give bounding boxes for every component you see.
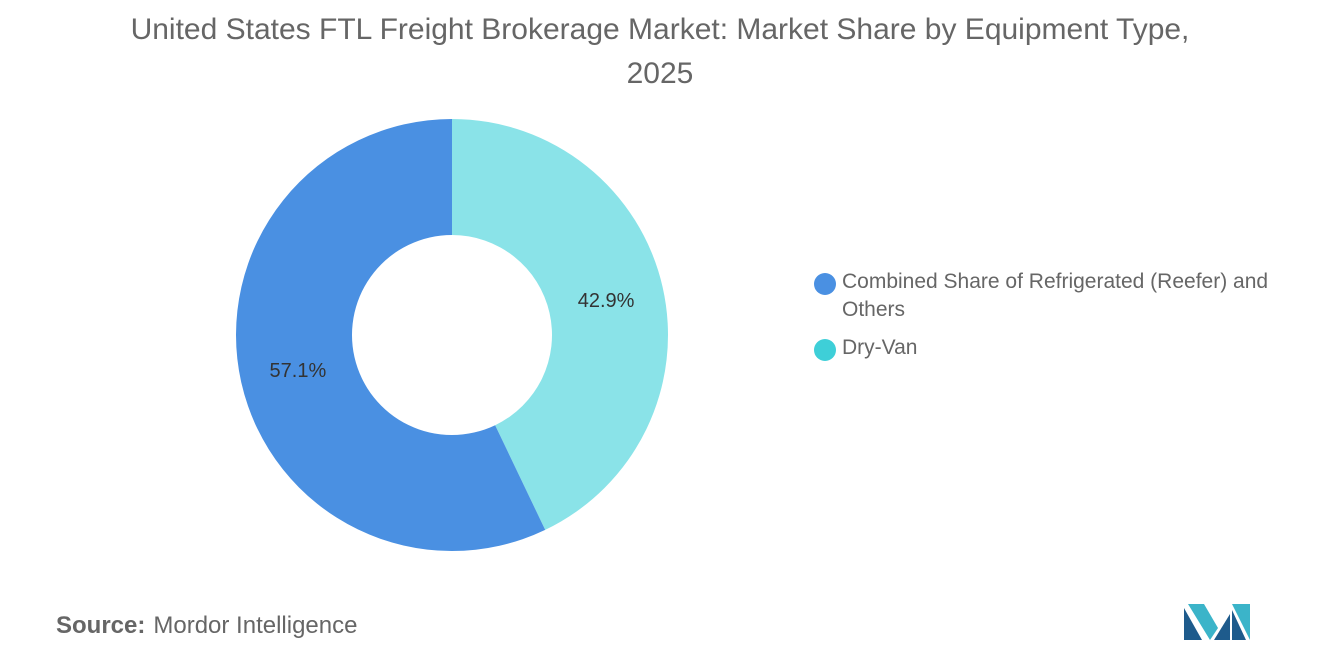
source-label: Source:: [56, 612, 146, 639]
legend-swatch-dry-van: [814, 339, 836, 361]
donut-slice-dry-van: [452, 119, 668, 530]
legend-item-combined: Combined Share of Refrigerated (Reefer) …: [814, 268, 1284, 324]
slice-labels: 42.9% 57.1%: [270, 290, 635, 382]
slice-label-0: 42.9%: [578, 290, 635, 312]
legend-item-dry-van: Dry-Van: [814, 334, 1284, 362]
legend-swatch-combined: [814, 273, 836, 295]
source-value: Mordor Intelligence: [153, 612, 358, 639]
chart-legend: Combined Share of Refrigerated (Reefer) …: [814, 268, 1284, 372]
slice-label-1: 57.1%: [270, 360, 327, 382]
legend-label-combined: Combined Share of Refrigerated (Reefer) …: [842, 270, 1269, 321]
source-note: Source: Mordor Intelligence: [56, 610, 357, 642]
chart-title: United States FTL Freight Brokerage Mark…: [130, 13, 1190, 90]
legend-label-dry-van: Dry-Van: [842, 336, 918, 359]
mordor-intelligence-logo-icon: [1184, 604, 1250, 640]
donut-slices: [236, 119, 668, 551]
donut-slice-combined-share-of-refrigerated-reefer-and-others: [236, 119, 546, 551]
